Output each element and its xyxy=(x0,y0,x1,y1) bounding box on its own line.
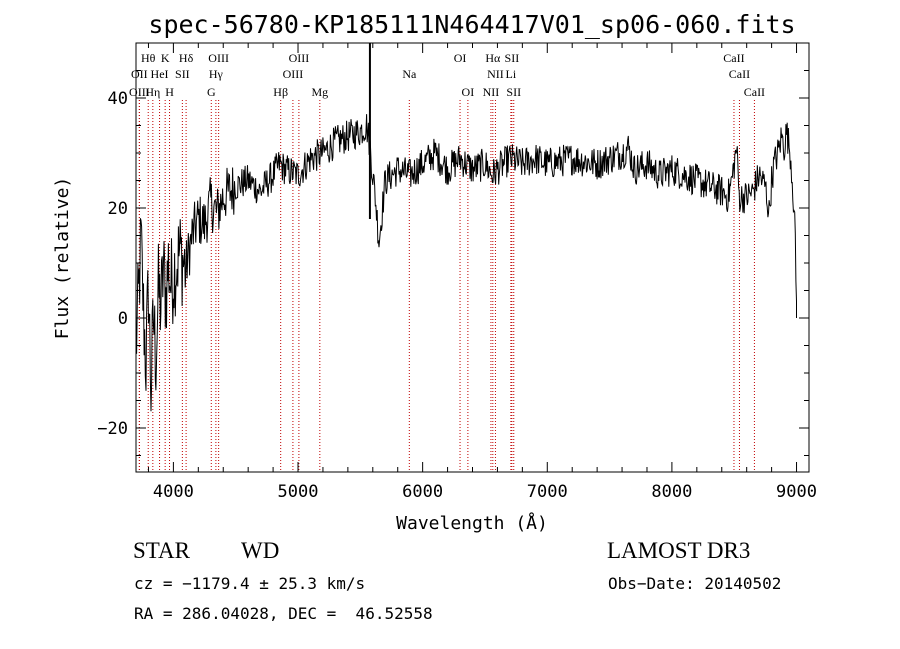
plot-frame xyxy=(135,42,810,473)
x-tick-label: 7000 xyxy=(527,482,568,502)
spectral-line-label: Mg xyxy=(311,85,328,99)
spectral-line-label: Na xyxy=(402,67,417,81)
survey-name: LAMOST DR3 xyxy=(607,538,751,563)
spectral-line-label: Hβ xyxy=(273,85,288,99)
spectral-line-label: SII xyxy=(505,51,520,65)
x-tick-label: 9000 xyxy=(776,482,817,502)
y-tick-label: 20 xyxy=(108,199,128,219)
y-tick-label: 0 xyxy=(118,309,128,329)
x-tick-label: 4000 xyxy=(153,482,194,502)
spectral-line-label: OII xyxy=(131,67,148,81)
spectral-line-label: Hα xyxy=(485,51,501,65)
spectral-line-label: OI xyxy=(462,85,475,99)
spectral-line-label: CaII xyxy=(723,51,744,65)
object-class: STAR xyxy=(133,538,190,563)
spectral-line-label: K xyxy=(161,51,170,65)
spectral-line-label: SII xyxy=(175,67,190,81)
observation-date: Obs−Date: 20140502 xyxy=(608,574,782,593)
spectral-line-label: Hθ xyxy=(141,51,156,65)
spectral-line-label: H xyxy=(165,85,174,99)
x-tick-label: 5000 xyxy=(278,482,319,502)
spectral-line-label: Hγ xyxy=(209,67,224,81)
spectral-line-label: OIII xyxy=(289,51,310,65)
spectral-line-label: CaII xyxy=(729,67,750,81)
spectral-line-label: SII xyxy=(506,85,521,99)
object-subclass: WD xyxy=(241,538,280,563)
spectral-line-label: HeI xyxy=(151,67,169,81)
spectral-line-label: G xyxy=(207,85,216,99)
chart-title: spec-56780-KP185111N464417V01_sp06-060.f… xyxy=(148,10,795,39)
spectral-line-label: OIII xyxy=(283,67,304,81)
x-tick-label: 6000 xyxy=(402,482,443,502)
spectral-line-label: NII xyxy=(487,67,504,81)
axis-ticks: 4000 5000 6000 7000 8000 9000 −20 0 20 40 xyxy=(97,43,817,502)
redshift-cz: cz = −1179.4 ± 25.3 km/s xyxy=(134,574,366,593)
y-tick-label: −20 xyxy=(97,419,128,439)
y-tick-label: 40 xyxy=(108,89,128,109)
spectral-line-label: Hη xyxy=(145,85,160,99)
spectral-line-label: Hδ xyxy=(179,51,194,65)
spectral-line-label: CaII xyxy=(744,85,765,99)
spectral-line-label: OIII xyxy=(208,51,229,65)
y-axis-label: Flux (relative) xyxy=(52,177,73,340)
x-axis-label: Wavelength (Å) xyxy=(396,512,548,534)
spectral-line-label: NII xyxy=(483,85,500,99)
spectral-line-label: Li xyxy=(506,67,517,81)
spectral-line-label: OIII xyxy=(129,85,150,99)
x-tick-label: 8000 xyxy=(651,482,692,502)
spectral-line-label: OI xyxy=(454,51,467,65)
flux-series-line xyxy=(135,114,797,412)
coordinates: RA = 286.04028, DEC = 46.52558 xyxy=(134,604,433,623)
